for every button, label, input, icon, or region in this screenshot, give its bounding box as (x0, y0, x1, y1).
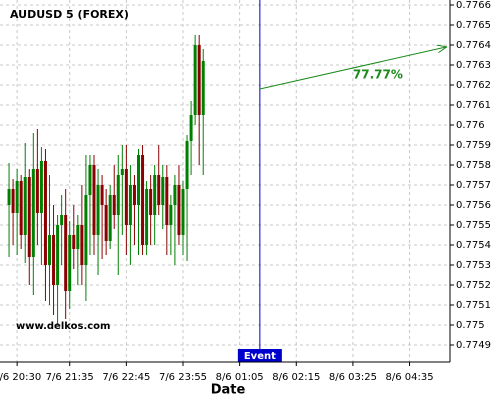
x-tick-label: 7/6 22:45 (102, 372, 150, 383)
candles (7, 35, 205, 325)
candle-body (80, 225, 84, 265)
y-tick-label: 0.7755 (456, 220, 491, 231)
y-tick-label: 0.7765 (456, 20, 491, 31)
candle-body (120, 169, 124, 175)
y-tick-label: 0.7759 (456, 140, 491, 151)
watermark: www.delkos.com (16, 321, 110, 332)
y-tick-label: 0.7757 (456, 180, 491, 191)
candle-body (27, 177, 31, 257)
candle-body (92, 165, 96, 235)
candle-body (88, 165, 92, 195)
candle-body (104, 205, 108, 241)
y-tick-label: 0.7753 (456, 260, 491, 271)
y-tick-label: 0.7761 (456, 100, 491, 111)
candle-body (165, 177, 169, 225)
annotation-label: 77.77% (353, 68, 403, 82)
y-tick-label: 0.7751 (456, 300, 491, 311)
candle-body (201, 61, 205, 115)
y-tick-label: 0.7752 (456, 280, 491, 291)
y-tick-label: 0.775 (456, 320, 485, 331)
candle-body (128, 185, 132, 225)
y-tick-label: 0.776 (456, 120, 485, 131)
candle-body (35, 169, 39, 213)
candle-body (108, 195, 112, 241)
candle-body (116, 175, 120, 215)
candle-body (84, 195, 88, 265)
candle-body (149, 189, 153, 215)
candle-body (48, 235, 51, 265)
candle-body (56, 225, 60, 285)
candle-body (52, 235, 56, 285)
candle-body (64, 215, 68, 291)
y-tick-label: 0.7766 (456, 0, 491, 11)
x-tick-label: 7/6 20:30 (0, 372, 41, 383)
candle-body (189, 115, 193, 141)
candle-body (23, 177, 27, 235)
x-axis-label: Date (211, 383, 246, 398)
candle-body (72, 235, 76, 249)
candle-body (137, 155, 140, 205)
candle-body (141, 155, 145, 245)
y-tick-label: 0.7756 (456, 200, 491, 211)
candle-body (181, 189, 185, 235)
y-tick-label: 0.7749 (456, 340, 491, 351)
candle-body (153, 175, 157, 215)
candle-body (100, 185, 104, 205)
x-tick-label: 8/6 03:25 (329, 372, 377, 383)
candle-body (132, 185, 136, 205)
y-tick-label: 0.7754 (456, 240, 491, 251)
candle-body (39, 161, 43, 213)
candle-body (76, 225, 80, 249)
candle-body (96, 185, 100, 235)
y-tick-label: 0.7758 (456, 160, 491, 171)
candle-body (177, 185, 181, 235)
x-tick-label: 8/6 01:05 (216, 372, 264, 383)
candle-body (157, 175, 161, 205)
candle-body (185, 141, 189, 189)
event-label: Event (244, 351, 276, 362)
x-tick-label: 7/6 23:55 (159, 372, 207, 383)
candle-body (68, 235, 72, 291)
candle-body (112, 195, 116, 215)
candle-body (124, 169, 128, 225)
candle-body (19, 181, 23, 235)
candle-body (43, 161, 47, 265)
candle-body (161, 177, 165, 205)
candle-body (169, 205, 173, 225)
overlay: Event 77.77% (237, 0, 446, 362)
candle-body (7, 189, 11, 205)
candle-body (11, 189, 15, 213)
y-tick-label: 0.7763 (456, 60, 491, 71)
x-tick-label: 8/6 04:35 (385, 372, 433, 383)
candle-body (145, 189, 149, 245)
x-tick-label: 7/6 21:35 (46, 372, 94, 383)
event-box (237, 349, 282, 362)
candle-body (197, 45, 201, 115)
candle-body (173, 185, 177, 205)
x-tick-label: 8/6 02:15 (272, 372, 320, 383)
y-tick-label: 0.7764 (456, 40, 491, 51)
chart-title: AUDUSD 5 (FOREX) (10, 8, 129, 21)
candle-body (193, 45, 197, 115)
candle-body (31, 169, 35, 257)
annotation-arrow (259, 47, 446, 90)
candle-body (15, 181, 19, 213)
y-tick-label: 0.7762 (456, 80, 491, 91)
candle-body (60, 215, 64, 225)
